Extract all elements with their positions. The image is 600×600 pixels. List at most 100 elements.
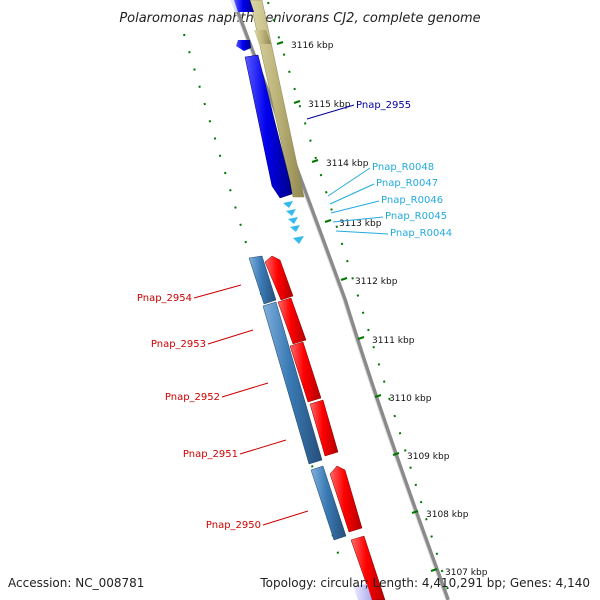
- olive-band-upper-arrow: [254, 30, 271, 44]
- inner-ring-dot: [267, 1, 270, 5]
- kbp-tick-label: 3114 kbp: [326, 159, 369, 169]
- outer-ring-dot: [229, 189, 232, 192]
- gene-pnap-2950: [329, 465, 363, 533]
- outer-ring-dot: [193, 68, 196, 71]
- kbp-tick-mark: [357, 336, 365, 340]
- inner-ring-dot: [388, 397, 391, 401]
- gene-label-leader: [329, 183, 375, 205]
- inner-ring-dot: [325, 191, 328, 194]
- inner-ring-dot: [367, 328, 370, 332]
- genome-summary-text: Topology: circular; Length: 4,410,291 bp…: [259, 576, 590, 590]
- kbp-tick-mark: [324, 219, 332, 223]
- inner-ring-dot: [330, 208, 333, 211]
- gene-steel-top: [248, 255, 277, 305]
- gene-pnap-2955-body: [244, 54, 293, 199]
- outer-ring-dot: [218, 154, 222, 158]
- kbp-tick-label: 3109 kbp: [407, 452, 450, 462]
- outer-ring-dot: [310, 465, 314, 468]
- gene-pnap-2955: [236, 40, 251, 51]
- inner-ring-dot: [356, 294, 360, 297]
- gene-pnap-2955-upper-arrow: [234, 0, 254, 12]
- kbp-tick-label: 3111 kbp: [372, 336, 415, 346]
- outer-ring-dot: [244, 240, 247, 244]
- gene-label-leader: [193, 284, 242, 299]
- gene-label-leader: [335, 230, 389, 235]
- kbp-tick-label: 3113 kbp: [339, 219, 382, 229]
- gene-label-leader: [221, 382, 269, 398]
- outer-ring-dot: [208, 120, 212, 123]
- inner-ring-dot: [288, 70, 291, 74]
- inner-ring-dot: [298, 104, 302, 108]
- rna-pnap-r0045: [290, 225, 300, 232]
- gene-label-leader: [262, 510, 309, 526]
- gene-pnap-2952: [289, 341, 322, 403]
- kbp-tick-mark: [392, 452, 400, 456]
- outer-ring-dot: [234, 206, 237, 209]
- olive-band: [249, 0, 305, 198]
- outer-ring-dot: [239, 223, 242, 227]
- kbp-tick-mark: [411, 510, 419, 514]
- gene-label: Pnap_2951: [183, 449, 238, 460]
- gene-pnap-2953: [277, 297, 307, 345]
- gene-label-leader: [332, 216, 384, 223]
- kbp-tick-mark: [374, 394, 382, 398]
- gene-label: Pnap_R0047: [376, 178, 438, 189]
- gene-labels: Pnap_2955 Pnap_R0048 Pnap_R0047 Pnap_R0046 P…: [137, 100, 452, 531]
- gene-label: Pnap_2950: [206, 520, 261, 531]
- gene-label: Pnap_2955: [356, 100, 411, 111]
- kbp-tick-mark: [430, 568, 438, 572]
- kbp-tick-mark: [276, 41, 284, 45]
- inner-ring-dot: [414, 483, 418, 487]
- gene-label: Pnap_2954: [137, 293, 192, 304]
- gene-label-leader: [239, 439, 287, 455]
- inner-ring-dot: [446, 586, 449, 590]
- gene-label-leader: [207, 329, 254, 345]
- rna-pnap-r0044: [293, 236, 304, 244]
- outer-ring-dot: [223, 171, 227, 175]
- inner-ring-dot: [309, 139, 312, 142]
- gene-pnap-2954: [264, 255, 294, 301]
- outer-ring-dot: [203, 102, 206, 106]
- inner-ring-dot: [419, 500, 423, 504]
- kbp-tick-label: 3115 kbp: [308, 100, 351, 110]
- inner-ring-dot: [382, 380, 386, 383]
- reverse-strand-genes: [248, 255, 347, 541]
- outer-ring-dot: [183, 33, 186, 37]
- inner-ring-dot: [340, 242, 344, 246]
- inner-ring-dot: [404, 449, 407, 452]
- kbp-tick-label: 3108 kbp: [426, 510, 469, 520]
- kbp-scale: 3116 kbp 3115 kbp 3114 kbp 3113 kbp 3112 kbp…: [276, 41, 488, 578]
- dotted-rings: [183, 1, 449, 590]
- gene-label: Pnap_R0044: [390, 228, 452, 239]
- gene-label-leader: [327, 167, 371, 197]
- gene-pnap-2951: [309, 399, 339, 457]
- kbp-tick-label: 3110 kbp: [389, 394, 432, 404]
- accession-text: Accession: NC_008781: [8, 576, 144, 590]
- inner-ring-dot: [398, 431, 402, 435]
- inner-ring-dot: [335, 225, 339, 228]
- outer-ring-dot: [198, 85, 201, 88]
- gene-label: Pnap_2953: [151, 339, 206, 350]
- gene-label: Pnap_R0048: [372, 162, 434, 173]
- outer-ring-dot: [188, 50, 191, 54]
- inner-ring-dot: [303, 122, 307, 125]
- inner-ring-dot: [425, 518, 428, 521]
- inner-ring-dot: [351, 277, 354, 280]
- inner-ring-dot: [272, 18, 275, 22]
- lavender-feature-bottom: [353, 584, 372, 600]
- inner-ring-dot: [314, 156, 317, 160]
- kbp-tick-mark: [340, 277, 348, 281]
- inner-ring-dot: [277, 36, 281, 39]
- inner-ring-dot: [377, 363, 381, 366]
- kbp-tick-label: 3112 kbp: [355, 277, 398, 287]
- inner-ring-dot: [435, 552, 439, 555]
- inner-ring-dot: [282, 53, 286, 56]
- inner-ring-dot: [372, 345, 375, 349]
- inner-ring-dot: [430, 535, 433, 538]
- rna-pnap-r0046: [288, 217, 298, 224]
- inner-ring-dot: [440, 569, 444, 573]
- gene-label: Pnap_R0045: [385, 211, 447, 222]
- kbp-tick-mark: [311, 159, 319, 163]
- gene-label-leader: [330, 200, 380, 214]
